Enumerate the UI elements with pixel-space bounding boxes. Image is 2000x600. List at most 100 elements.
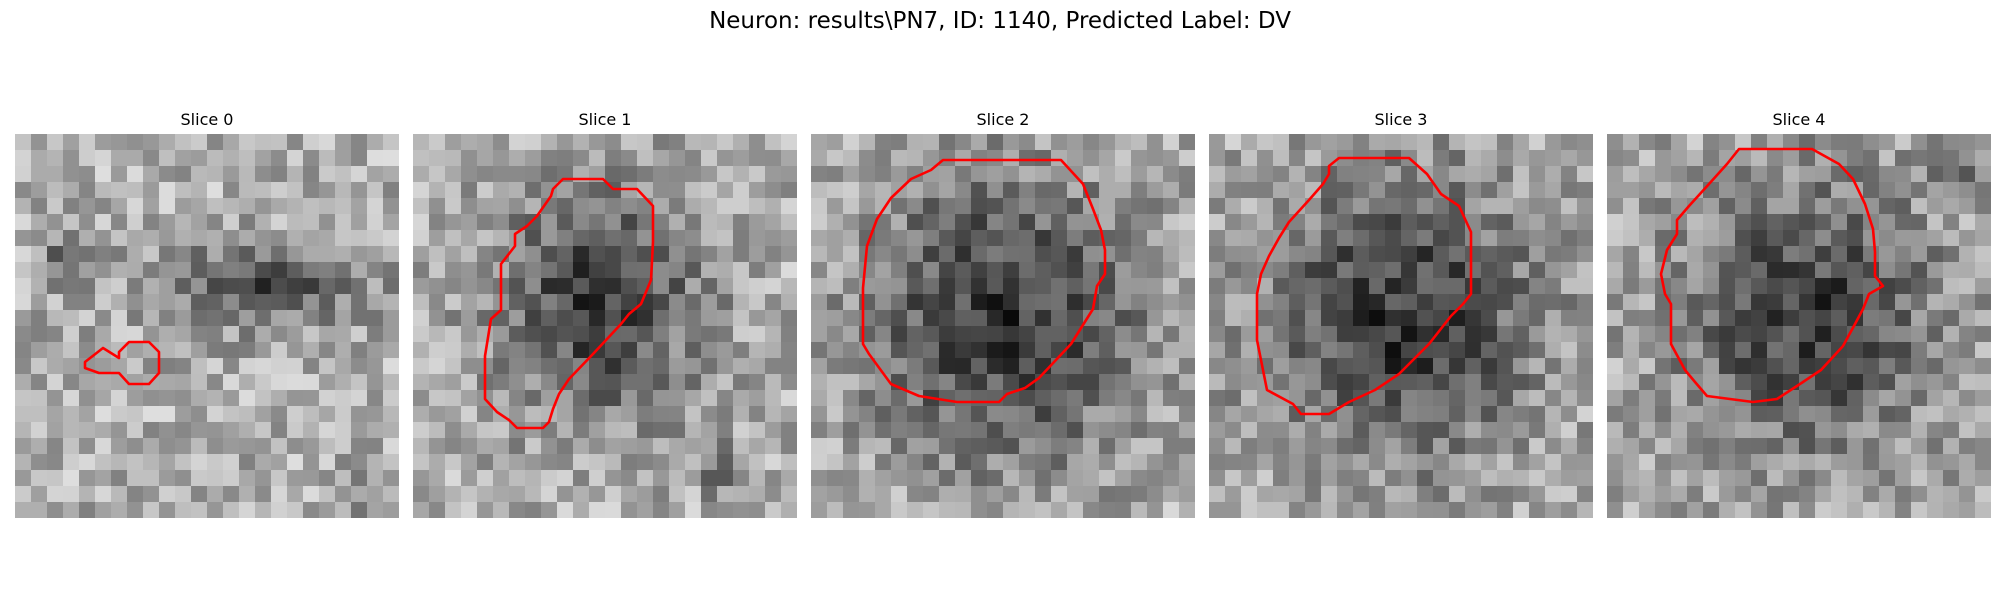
- pixel-cell: [1879, 294, 1896, 311]
- pixel-cell: [1879, 374, 1896, 391]
- pixel-cell: [31, 278, 48, 295]
- pixel-cell: [1831, 374, 1848, 391]
- pixel-cell: [127, 342, 144, 359]
- pixel-cell: [525, 422, 542, 439]
- pixel-cell: [351, 374, 368, 391]
- pixel-cell: [701, 422, 718, 439]
- pixel-cell: [367, 358, 384, 375]
- pixel-cell: [79, 310, 96, 327]
- pixel-cell: [1241, 502, 1258, 518]
- pixel-cell: [653, 294, 670, 311]
- pixel-cell: [477, 214, 494, 231]
- pixel-cell: [1513, 406, 1530, 423]
- pixel-cell: [413, 470, 430, 487]
- pixel-cell: [701, 486, 718, 503]
- pixel-cell: [1321, 294, 1338, 311]
- pixel-cell: [1847, 214, 1864, 231]
- pixel-cell: [1545, 278, 1562, 295]
- pixel-cell: [1927, 230, 1944, 247]
- pixel-cell: [1927, 310, 1944, 327]
- pixel-cell: [1513, 230, 1530, 247]
- pixel-cell: [781, 470, 797, 487]
- pixel-cell: [749, 422, 766, 439]
- pixel-cell: [781, 438, 797, 455]
- pixel-cell: [351, 230, 368, 247]
- pixel-cell: [923, 182, 940, 199]
- pixel-cell: [1353, 470, 1370, 487]
- pixel-cell: [239, 134, 256, 151]
- pixel-cell: [589, 374, 606, 391]
- pixel-cell: [351, 438, 368, 455]
- pixel-cell: [1879, 486, 1896, 503]
- pixel-cell: [143, 262, 160, 279]
- pixel-cell: [1147, 214, 1164, 231]
- pixel-cell: [1607, 150, 1624, 167]
- pixel-cell: [701, 246, 718, 263]
- pixel-cell: [1401, 422, 1418, 439]
- pixel-cell: [1115, 214, 1132, 231]
- pixel-cell: [1577, 438, 1593, 455]
- pixel-cell: [111, 182, 128, 199]
- pixel-cell: [749, 310, 766, 327]
- pixel-cell: [1687, 246, 1704, 263]
- pixel-cell: [669, 278, 686, 295]
- pixel-cell: [1911, 166, 1928, 183]
- pixel-cell: [1401, 294, 1418, 311]
- pixel-cell: [1623, 278, 1640, 295]
- pixel-cell: [1639, 422, 1656, 439]
- pixel-cell: [1209, 326, 1226, 343]
- pixel-cell: [765, 470, 782, 487]
- pixel-cell: [1703, 134, 1720, 151]
- pixel-cell: [1067, 262, 1084, 279]
- pixel-cell: [1655, 134, 1672, 151]
- pixel-cell: [621, 166, 638, 183]
- pixel-cell: [1671, 310, 1688, 327]
- pixel-cell: [1815, 390, 1832, 407]
- pixel-cell: [1911, 150, 1928, 167]
- pixel-cell: [1305, 374, 1322, 391]
- pixel-cell: [1019, 278, 1036, 295]
- pixel-cell: [811, 406, 828, 423]
- pixel-cell: [987, 406, 1004, 423]
- pixel-cell: [15, 166, 32, 183]
- pixel-cell: [685, 454, 702, 471]
- pixel-cell: [1735, 342, 1752, 359]
- pixel-cell: [637, 230, 654, 247]
- pixel-cell: [1927, 278, 1944, 295]
- pixel-cell: [1179, 502, 1195, 518]
- pixel-cell: [653, 406, 670, 423]
- pixel-cell: [525, 182, 542, 199]
- pixel-cell: [461, 310, 478, 327]
- pixel-cell: [1369, 486, 1386, 503]
- pixel-cell: [1083, 374, 1100, 391]
- pixel-cell: [1959, 182, 1976, 199]
- pixel-cell: [461, 422, 478, 439]
- pixel-cell: [859, 422, 876, 439]
- pixel-cell: [669, 182, 686, 199]
- pixel-cell: [1241, 342, 1258, 359]
- pixel-cell: [875, 150, 892, 167]
- pixel-cell: [287, 454, 304, 471]
- pixel-cell: [127, 486, 144, 503]
- pixel-cell: [1943, 422, 1960, 439]
- pixel-cell: [383, 422, 399, 439]
- pixel-cell: [383, 166, 399, 183]
- pixel-cell: [1911, 326, 1928, 343]
- pixel-cell: [1147, 166, 1164, 183]
- pixel-cell: [1067, 214, 1084, 231]
- pixel-cell: [1497, 390, 1514, 407]
- pixel-cell: [1561, 182, 1578, 199]
- pixel-cell: [525, 454, 542, 471]
- pixel-cell: [1147, 150, 1164, 167]
- pixel-cell: [509, 502, 526, 518]
- pixel-cell: [303, 470, 320, 487]
- pixel-cell: [335, 326, 352, 343]
- pixel-cell: [1815, 278, 1832, 295]
- pixel-cell: [1433, 198, 1450, 215]
- pixel-cell: [1035, 486, 1052, 503]
- pixel-cell: [1273, 406, 1290, 423]
- pixel-cell: [1273, 246, 1290, 263]
- pixel-cell: [1799, 438, 1816, 455]
- pixel-cell: [1433, 182, 1450, 199]
- pixel-cell: [749, 230, 766, 247]
